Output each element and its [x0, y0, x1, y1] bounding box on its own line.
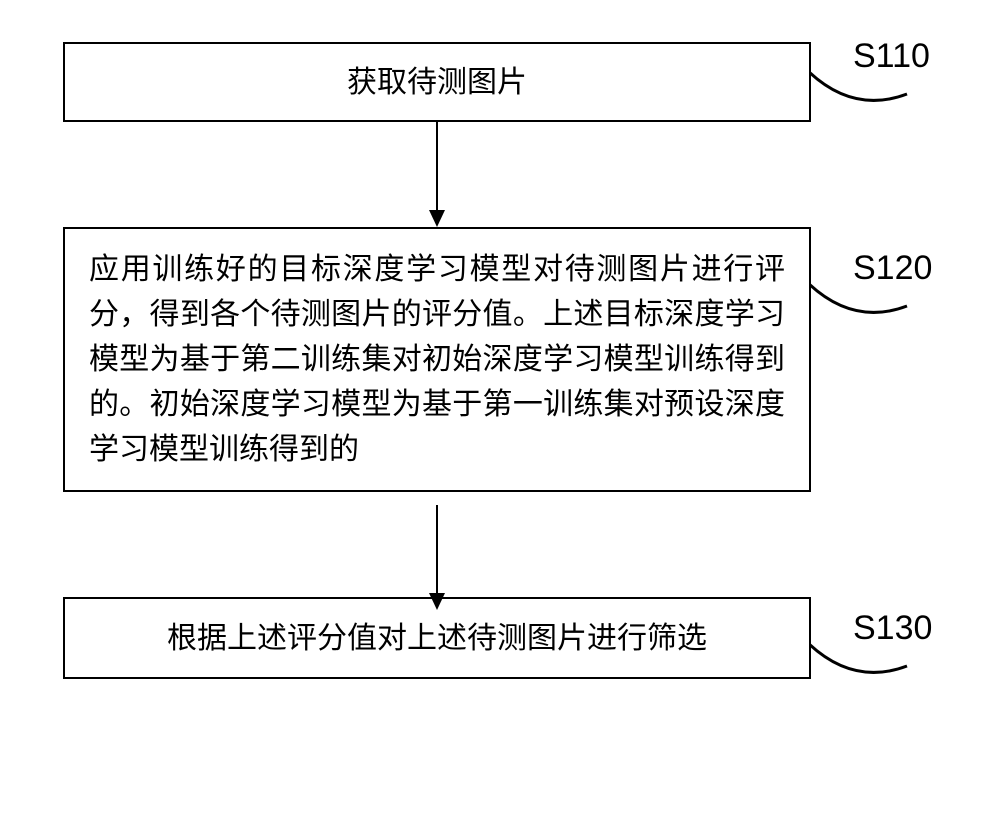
- flowchart-container: 获取待测图片 S110 应用训练好的目标深度学习模型对待测图片进行评分，得到各个…: [63, 42, 933, 679]
- node-text: 应用训练好的目标深度学习模型对待测图片进行评分，得到各个待测图片的评分值。上述目…: [89, 247, 785, 472]
- node-text: 根据上述评分值对上述待测图片进行筛选: [167, 616, 707, 661]
- arrow-1: [425, 122, 449, 229]
- label-s110: S110: [853, 37, 930, 76]
- flowchart-node-s120: 应用训练好的目标深度学习模型对待测图片进行评分，得到各个待测图片的评分值。上述目…: [63, 227, 811, 492]
- node-text: 获取待测图片: [347, 60, 527, 105]
- label-s130: S130: [853, 609, 932, 648]
- arrow-2: [425, 505, 449, 612]
- label-s120: S120: [853, 249, 932, 288]
- flowchart-node-s110: 获取待测图片: [63, 42, 811, 122]
